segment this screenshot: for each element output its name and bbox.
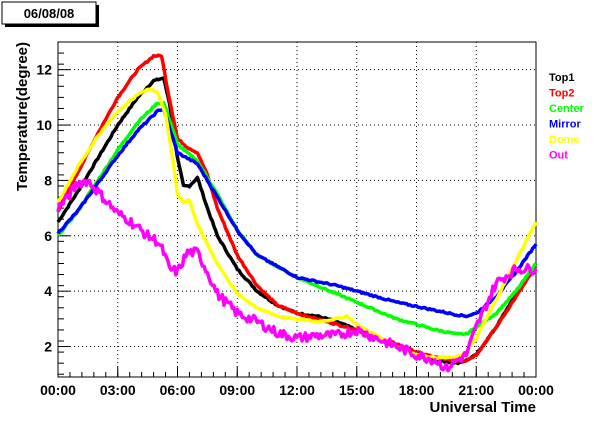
x-tick-label: 21:00 [458,382,494,398]
x-tick-label: 03:00 [100,382,136,398]
y-tick-labels: 2 4 6 8 10 12 [36,62,52,355]
legend-entry-center: Center [549,103,585,115]
x-tick-label: 12:00 [279,382,315,398]
x-tick-label: 06:00 [160,382,196,398]
x-tick-label: 00:00 [518,382,554,398]
y-tick-label: 10 [36,117,52,133]
series-line-mirror [56,106,538,319]
series-line-out [56,178,538,373]
legend-entry-dome: Dome [549,134,580,146]
series-line-dome [56,87,538,361]
axis-ticks [57,52,537,377]
legend-entry-mirror: Mirror [549,119,582,131]
legend-entry-top2: Top2 [549,88,574,100]
legend-entry-top1: Top1 [549,72,574,84]
x-tick-label: 15:00 [339,382,375,398]
y-tick-label: 4 [44,283,52,299]
chart-title: 06/08/08 [24,6,75,21]
title-box: 06/08/08 [1,1,99,27]
y-tick-label: 12 [36,62,52,78]
x-tick-label: 09:00 [219,382,255,398]
legend-entry-out: Out [549,150,568,162]
y-tick-label: 8 [44,172,52,188]
y-tick-label: 2 [44,339,52,355]
y-axis-title: Temperature(degree) [14,42,31,191]
x-axis-title: Universal Time [430,399,536,416]
x-tick-label: 18:00 [399,382,435,398]
x-tick-label: 00:00 [40,382,76,398]
legend: Top1 Top2 Center Mirror Dome Out [549,72,585,162]
y-tick-label: 6 [44,228,52,244]
series-lines [56,53,538,373]
x-tick-labels: 00:00 03:00 06:00 09:00 12:00 15:00 18:00 21:00… [40,382,554,398]
